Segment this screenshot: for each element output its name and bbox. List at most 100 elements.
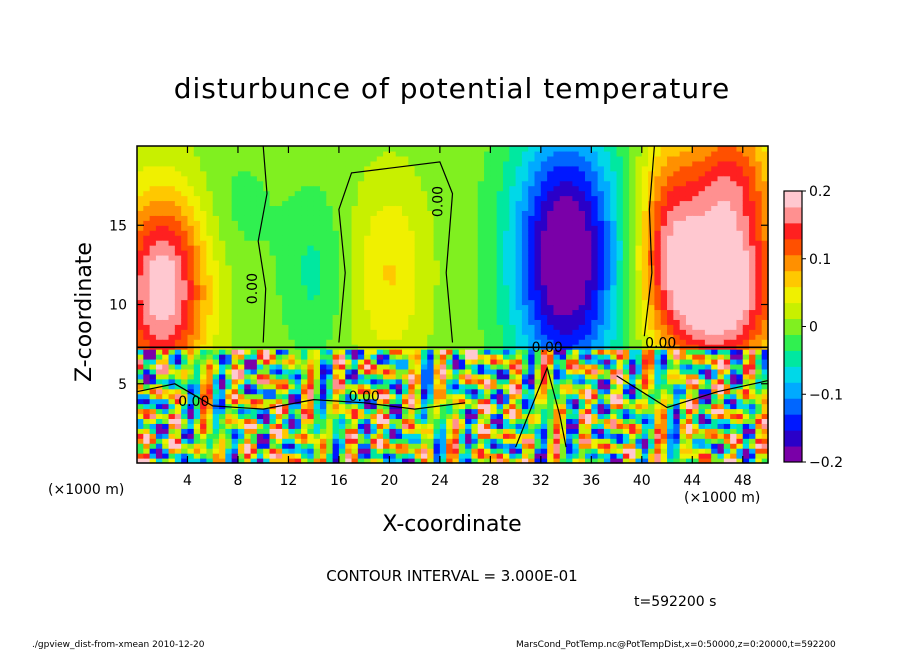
heatmap-cell <box>149 220 157 226</box>
heatmap-cell <box>301 259 308 266</box>
heatmap-cell <box>534 264 542 271</box>
heatmap-cell <box>610 314 618 320</box>
heatmap-cell <box>212 289 220 296</box>
heatmap-cell <box>269 314 277 320</box>
heatmap-cell <box>528 240 536 246</box>
heatmap-cell <box>439 428 447 434</box>
heatmap-cell <box>439 155 447 162</box>
heatmap-cell <box>553 339 561 345</box>
heatmap-cell <box>408 363 416 370</box>
heatmap-cell <box>301 170 308 177</box>
heatmap-cell <box>345 289 353 296</box>
heatmap-cell <box>269 185 277 192</box>
heatmap-cell <box>307 329 315 335</box>
heatmap-cell <box>402 368 409 375</box>
heatmap-cell <box>231 294 239 301</box>
heatmap-cell <box>458 269 466 276</box>
heatmap-cell <box>275 235 283 241</box>
heatmap-cell <box>338 250 346 256</box>
heatmap-cell <box>389 373 397 380</box>
heatmap-cell <box>174 210 182 216</box>
heatmap-cell <box>572 220 580 226</box>
heatmap-cell <box>515 250 523 256</box>
heatmap-cell <box>326 235 334 241</box>
heatmap-cell <box>162 304 170 311</box>
heatmap-cell <box>515 368 523 375</box>
heatmap-cell <box>307 438 315 444</box>
heatmap-cell <box>326 254 334 261</box>
heatmap-cell <box>585 200 592 207</box>
heatmap-cell <box>547 458 555 464</box>
heatmap-cell <box>509 319 517 325</box>
heatmap-cell <box>288 150 296 157</box>
heatmap-cell <box>433 358 441 365</box>
heatmap-cell <box>294 393 302 400</box>
heatmap-cell <box>566 378 573 385</box>
heatmap-cell <box>269 245 277 251</box>
heatmap-cell <box>143 408 151 415</box>
heatmap-cell <box>269 354 277 360</box>
heatmap-cell <box>187 240 195 246</box>
heatmap-cell <box>149 245 157 251</box>
heatmap-cell <box>149 388 157 395</box>
heatmap-cell <box>275 215 283 221</box>
heatmap-cell <box>572 225 580 231</box>
heatmap-cell <box>212 220 220 226</box>
heatmap-cell <box>269 235 277 241</box>
heatmap-cell <box>282 250 290 256</box>
heatmap-cell <box>502 339 510 345</box>
heatmap-cell <box>338 453 346 459</box>
heatmap-cell <box>553 254 561 261</box>
heatmap-cell <box>155 205 163 211</box>
heatmap-cell <box>269 269 277 276</box>
heatmap-cell <box>458 363 466 370</box>
heatmap-cell <box>231 358 239 365</box>
heatmap-cell <box>458 373 466 380</box>
heatmap-cell <box>326 363 334 370</box>
heatmap-cell <box>364 458 372 464</box>
heatmap-cell <box>269 428 277 434</box>
heatmap-cell <box>439 175 447 182</box>
heatmap-cell <box>585 230 592 236</box>
heatmap-cell <box>351 448 359 454</box>
heatmap-cell <box>528 398 536 405</box>
heatmap-cell <box>237 423 245 429</box>
heatmap-cell <box>376 438 384 444</box>
heatmap-cell <box>484 190 491 197</box>
heatmap-cell <box>288 155 296 162</box>
heatmap-cell <box>414 408 422 415</box>
heatmap-cell <box>250 448 258 454</box>
heatmap-cell <box>162 190 170 197</box>
heatmap-cell <box>395 438 403 444</box>
heatmap-cell <box>155 443 163 449</box>
heatmap-cell <box>585 155 592 162</box>
heatmap-cell <box>402 240 409 246</box>
heatmap-cell <box>282 358 290 365</box>
heatmap-cell <box>313 195 321 202</box>
heatmap-cell <box>256 215 264 221</box>
heatmap-cell <box>376 245 384 251</box>
heatmap-cell <box>622 165 630 172</box>
heatmap-cell <box>414 373 422 380</box>
heatmap-cell <box>553 448 561 454</box>
heatmap-cell <box>376 393 384 400</box>
heatmap-cell <box>212 339 220 345</box>
heatmap-cell <box>231 279 239 286</box>
heatmap-cell <box>263 413 271 420</box>
heatmap-cell <box>326 368 334 375</box>
heatmap-cell <box>244 324 252 330</box>
heatmap-cell <box>427 403 435 410</box>
heatmap-cell <box>282 368 290 375</box>
heatmap-cell <box>433 339 441 345</box>
heatmap-cell <box>458 160 466 167</box>
heatmap-cell <box>269 220 277 226</box>
heatmap-cell <box>269 175 277 182</box>
heatmap-cell <box>502 418 510 424</box>
heatmap-cell <box>534 403 542 410</box>
heatmap-cell <box>383 269 390 276</box>
heatmap-cell <box>395 165 403 172</box>
heatmap-cell <box>307 195 315 202</box>
heatmap-cell <box>174 314 182 320</box>
heatmap-cell <box>446 383 454 390</box>
heatmap-cell <box>351 319 359 325</box>
